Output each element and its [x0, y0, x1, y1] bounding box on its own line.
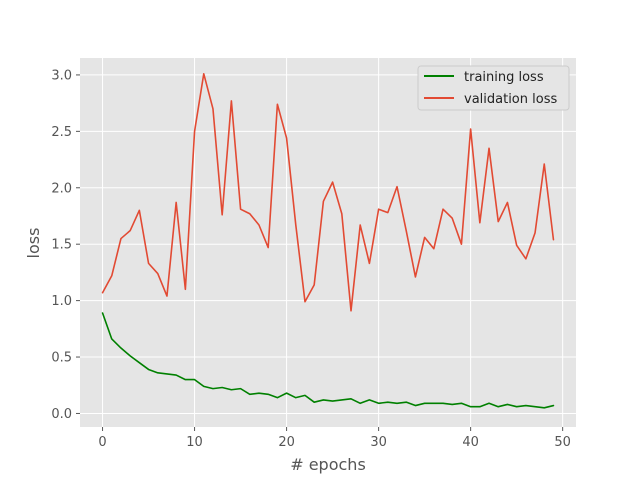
x-tick-label: 50	[554, 435, 571, 450]
tick-labels: 0 10 20 30 40 50 0.0 0.5 1.0 1.5 2.0 2.5 3.0	[51, 68, 571, 450]
x-axis-label: # epochs	[290, 455, 366, 474]
y-tick-label: 1.0	[51, 294, 72, 309]
y-tick-label: 0.5	[51, 351, 72, 366]
x-tick-label: 10	[186, 435, 203, 450]
legend-label-training-loss: training loss	[464, 70, 544, 85]
x-tick-label: 20	[278, 435, 295, 450]
y-tick-label: 2.5	[51, 125, 72, 140]
y-tick-label: 3.0	[51, 68, 72, 83]
legend-label-validation-loss: validation loss	[464, 92, 557, 107]
y-tick-label: 0.0	[51, 407, 72, 422]
y-tick-label: 2.0	[51, 181, 72, 196]
x-tick-label: 30	[370, 435, 387, 450]
legend-box	[417, 65, 570, 111]
y-tick-label: 1.5	[51, 238, 72, 253]
series-line-validation-loss	[101, 73, 555, 312]
legend: training loss validation loss	[417, 65, 570, 111]
plot-area	[80, 58, 576, 427]
x-tick-label: 40	[462, 435, 479, 450]
grid-lines	[80, 58, 576, 427]
series-line-training-loss	[101, 312, 555, 409]
y-axis-label: loss	[24, 228, 43, 259]
series-lines	[101, 73, 555, 409]
x-tick-label: 0	[98, 435, 106, 450]
